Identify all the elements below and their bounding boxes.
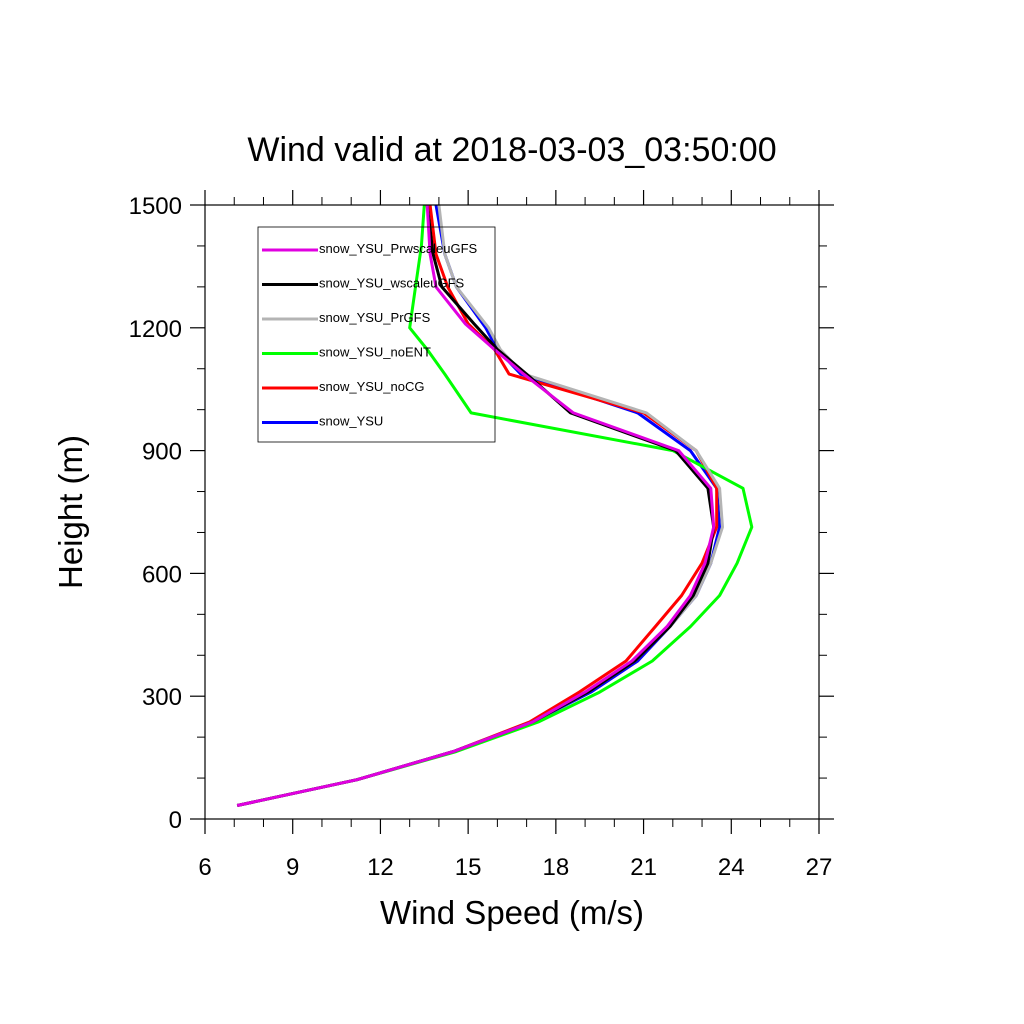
legend-box [257, 226, 496, 443]
legend-label: snow_YSU_noCG [319, 379, 425, 394]
legend-label: snow_YSU_noENT [319, 345, 431, 360]
y-tick-label: 1500 [129, 193, 182, 220]
legend-label: snow_YSU_PrwscaleuGFS [319, 241, 478, 256]
plot-frame [204, 204, 820, 820]
x-axis-label: Wind Speed (m/s) [380, 894, 644, 931]
y-axis-label: Height (m) [52, 435, 89, 589]
legend-label: snow_YSU [319, 414, 383, 429]
legend-label: snow_YSU_wscaleuGFS [319, 276, 465, 291]
series-line-snow_YSU_noENT [236, 204, 754, 807]
series-line-snow_YSU_noCG [236, 204, 719, 807]
y-tick-label: 1200 [129, 316, 182, 343]
x-tick-label: 9 [286, 854, 299, 881]
legend: snow_YSU_PrwscaleuGFS snow_YSU_wscaleuGFS… [257, 226, 496, 443]
y-tick-label: 0 [169, 807, 182, 834]
x-tick-label: 15 [455, 854, 482, 881]
x-tick-label: 27 [806, 854, 833, 881]
series-layer [236, 204, 754, 807]
y-tick-label: 600 [142, 561, 182, 588]
x-tick-label: 21 [630, 854, 657, 881]
y-tick-label: 300 [142, 684, 182, 711]
legend-label: snow_YSU_PrGFS [319, 310, 431, 325]
axes: 6 9 12 15 18 21 24 27 0 300 600 900 1200 1500 [129, 190, 834, 881]
series-line-snow_YSU [236, 204, 722, 807]
series-line-snow_YSU_PrGFS [236, 204, 724, 807]
series-line-snow_YSU_wscaleuGFS [236, 204, 716, 807]
series-line-snow_YSU_PrwscaleuGFS [236, 204, 716, 807]
x-tick-label: 18 [543, 854, 570, 881]
x-tick-label: 24 [718, 854, 745, 881]
x-tick-label: 6 [198, 854, 211, 881]
y-tick-label: 900 [142, 439, 182, 466]
chart-title: Wind valid at 2018-03-03_03:50:00 [247, 131, 776, 169]
x-tick-label: 12 [367, 854, 394, 881]
